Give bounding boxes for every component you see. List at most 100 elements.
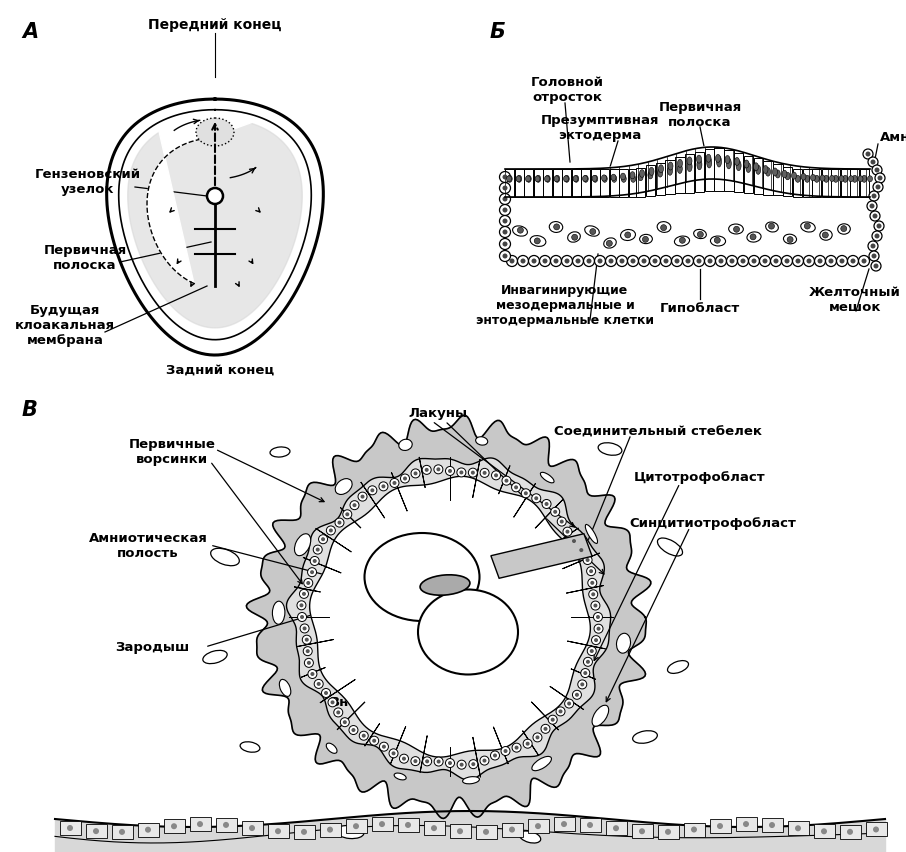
Ellipse shape [795, 176, 800, 183]
Circle shape [503, 219, 507, 224]
Circle shape [691, 826, 697, 832]
Circle shape [360, 731, 368, 740]
Ellipse shape [526, 176, 531, 183]
Bar [773, 164, 783, 196]
Circle shape [471, 763, 476, 766]
Text: Первичные
ворсинки: Первичные ворсинки [129, 437, 216, 465]
Circle shape [563, 527, 572, 537]
Bar [600, 170, 609, 198]
Circle shape [119, 829, 125, 835]
Circle shape [575, 259, 581, 264]
Bar [502, 823, 523, 837]
Circle shape [795, 826, 801, 832]
Ellipse shape [805, 224, 810, 230]
Ellipse shape [203, 651, 227, 664]
Circle shape [434, 465, 443, 475]
Circle shape [544, 727, 547, 731]
Circle shape [521, 259, 525, 264]
Circle shape [759, 256, 770, 268]
Circle shape [379, 821, 385, 827]
Circle shape [613, 826, 619, 832]
Bar [581, 170, 590, 198]
Circle shape [665, 829, 671, 835]
Circle shape [512, 483, 521, 492]
Ellipse shape [763, 166, 768, 175]
Ellipse shape [585, 525, 598, 544]
Text: Первичная
полоска: Первичная полоска [43, 244, 127, 272]
Ellipse shape [549, 222, 563, 233]
Polygon shape [303, 558, 342, 573]
Polygon shape [556, 528, 579, 544]
Ellipse shape [834, 176, 838, 183]
Bar [812, 170, 821, 198]
Polygon shape [390, 727, 406, 764]
Ellipse shape [616, 634, 631, 653]
Circle shape [483, 829, 489, 835]
Ellipse shape [660, 226, 667, 232]
Bar [866, 822, 887, 837]
Circle shape [391, 751, 396, 756]
Circle shape [874, 222, 884, 232]
Circle shape [686, 259, 690, 264]
Circle shape [639, 828, 645, 834]
Ellipse shape [631, 176, 636, 183]
Circle shape [873, 183, 883, 193]
Ellipse shape [573, 176, 578, 182]
Ellipse shape [839, 176, 844, 182]
Ellipse shape [668, 167, 672, 176]
Ellipse shape [658, 170, 662, 178]
Polygon shape [294, 587, 321, 592]
Ellipse shape [554, 176, 560, 183]
Circle shape [847, 256, 859, 268]
Circle shape [875, 185, 881, 190]
Circle shape [580, 682, 584, 687]
Circle shape [306, 581, 310, 585]
Ellipse shape [710, 237, 726, 247]
Circle shape [371, 489, 374, 492]
Circle shape [350, 501, 359, 510]
Circle shape [592, 593, 595, 596]
Ellipse shape [648, 172, 653, 180]
Circle shape [315, 548, 320, 552]
Circle shape [539, 256, 551, 268]
Circle shape [594, 256, 605, 268]
Circle shape [564, 259, 570, 264]
Ellipse shape [746, 164, 751, 173]
Ellipse shape [649, 168, 654, 176]
Circle shape [459, 471, 463, 475]
Circle shape [145, 826, 151, 832]
Circle shape [593, 604, 597, 607]
Polygon shape [531, 702, 559, 730]
Circle shape [828, 259, 834, 264]
Ellipse shape [638, 175, 643, 181]
Polygon shape [566, 586, 603, 594]
Circle shape [468, 760, 477, 769]
Circle shape [591, 581, 594, 585]
Circle shape [551, 508, 560, 516]
Circle shape [865, 153, 871, 158]
Circle shape [554, 259, 558, 264]
Circle shape [557, 517, 566, 527]
Ellipse shape [853, 176, 857, 183]
Circle shape [867, 202, 877, 212]
Circle shape [352, 504, 356, 508]
Circle shape [446, 758, 455, 768]
Circle shape [567, 702, 571, 705]
Circle shape [422, 757, 431, 766]
Ellipse shape [792, 173, 796, 180]
Circle shape [93, 828, 99, 834]
Circle shape [847, 829, 853, 835]
Circle shape [425, 469, 429, 472]
Circle shape [326, 527, 335, 535]
Circle shape [413, 759, 418, 763]
Circle shape [533, 733, 542, 742]
Circle shape [729, 259, 735, 264]
Bar [656, 164, 665, 196]
Circle shape [821, 828, 827, 834]
Circle shape [774, 259, 778, 264]
Circle shape [535, 823, 541, 829]
Circle shape [499, 172, 510, 183]
Bar [632, 824, 653, 838]
Ellipse shape [659, 165, 663, 174]
Polygon shape [361, 482, 385, 519]
